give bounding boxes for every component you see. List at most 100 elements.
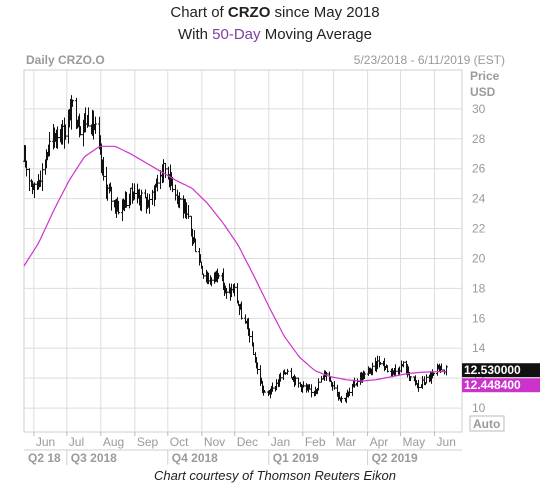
last-price-tag: 12.530000 <box>462 363 540 378</box>
chart-credit: Chart courtesy of Thomson Reuters Eikon <box>153 468 397 483</box>
month-tick-label: Dec <box>237 435 258 449</box>
ohlc-bar <box>379 361 382 366</box>
ohlc-bar <box>317 378 320 391</box>
ohlc-bar <box>71 99 74 107</box>
auto-scale-button[interactable] <box>469 415 505 432</box>
ohlc-bar <box>286 368 289 375</box>
month-tick-label: Aug <box>103 435 124 449</box>
quarter-tick-label: Q4 2018 <box>172 451 218 465</box>
ticker-symbol: CRZO <box>227 4 271 21</box>
ohlc-bar <box>425 374 428 384</box>
price-tick-label: 10 <box>472 401 486 415</box>
ma-period-label: 50-Day <box>212 26 261 43</box>
ohlc-bar <box>33 182 36 198</box>
ohlc-bar <box>125 192 128 208</box>
ohlc-bar <box>202 273 205 279</box>
ohlc-bar <box>356 378 359 387</box>
ohlc-bar <box>171 176 174 193</box>
ohlc-bar <box>233 283 236 297</box>
ma-value-tag: 12.448400 <box>462 378 540 393</box>
month-tick-label: Jan <box>271 435 290 449</box>
price-tick-label: 16 <box>472 311 486 325</box>
month-tick-label: Jun <box>437 435 456 449</box>
ohlc-bar <box>187 204 190 219</box>
quarter-axis: Q2 18 Q3 2018 Q4 2018 Q1 2019 Q2 2019 <box>28 450 418 465</box>
ohlc-bar <box>225 287 228 299</box>
ohlc-bar <box>294 376 297 386</box>
ohlc-bar <box>363 371 366 379</box>
ohlc-bar <box>64 124 67 140</box>
month-tick-label: Jun <box>36 435 55 449</box>
ohlc-bar <box>174 184 177 201</box>
ohlc-bar <box>117 200 120 215</box>
ohlc-bar <box>417 379 420 392</box>
month-tick-label: Feb <box>305 435 326 449</box>
month-tick-label: May <box>403 435 426 449</box>
price-axis-label: Price <box>470 69 500 83</box>
price-tick-label: 14 <box>472 341 486 355</box>
time-axis: Jun Jul Aug Sep Oct Nov Dec Jan Feb Mar Apr May Jun <box>33 432 456 449</box>
ohlc-bar <box>386 365 389 373</box>
ohlc-bar <box>378 355 381 368</box>
ohlc-bar <box>290 367 293 379</box>
moving-average-line <box>23 145 446 382</box>
ohlc-bar <box>394 364 397 376</box>
ohlc-bar <box>41 163 44 191</box>
ohlc-bar <box>371 362 374 376</box>
ohlc-bar <box>271 382 274 392</box>
month-tick-label: Nov <box>204 435 225 449</box>
price-tick-label: 28 <box>472 132 486 146</box>
price-bars <box>23 95 448 404</box>
ohlc-bar <box>248 328 251 343</box>
ohlc-bar <box>445 365 448 376</box>
ohlc-bar <box>432 372 435 377</box>
ohlc-bar <box>256 362 259 375</box>
price-tick-label: 30 <box>472 102 486 116</box>
month-tick-label: Jul <box>69 435 84 449</box>
ohlc-bar <box>179 198 182 200</box>
price-tick-label: 22 <box>472 222 486 236</box>
quarter-tick-label: Q1 2019 <box>273 451 319 465</box>
chart-title-line1: Chart of CRZO since May 2018 <box>170 4 380 21</box>
ohlc-bar <box>302 381 305 388</box>
date-range-label: 5/23/2018 - 6/11/2019 (EST) <box>354 53 505 67</box>
svg-text:12.530000: 12.530000 <box>464 363 521 377</box>
ohlc-bar <box>148 193 151 214</box>
ohlc-bar <box>240 301 243 320</box>
ohlc-bar <box>28 168 31 192</box>
ohlc-bar <box>140 189 143 212</box>
chart-title-line2: With 50-Day Moving Average <box>178 26 372 43</box>
quarter-tick-label: Q2 18 <box>28 451 61 465</box>
currency-axis-label: USD <box>470 85 496 99</box>
ohlc-bar <box>25 160 28 177</box>
ohlc-bar <box>440 363 443 371</box>
series-label: Daily CRZO.O <box>26 53 105 67</box>
plot-frame <box>23 69 463 433</box>
ohlc-bar <box>94 116 97 134</box>
ohlc-bar <box>325 371 328 381</box>
ohlc-bar <box>48 131 51 157</box>
ohlc-bar <box>279 372 282 382</box>
price-chart: Daily CRZO.O 5/23/2018 - 6/11/2019 (EST)… <box>23 53 540 465</box>
ohlc-bar <box>133 183 136 200</box>
ohlc-bar <box>348 387 351 396</box>
ohlc-bar <box>217 273 220 279</box>
ohlc-bar <box>409 376 412 381</box>
quarter-tick-label: Q3 2018 <box>71 451 117 465</box>
grid-lines <box>24 70 462 432</box>
ohlc-bar <box>144 189 147 199</box>
price-tick-label: 24 <box>472 192 486 206</box>
quarter-tick-label: Q2 2019 <box>372 451 418 465</box>
ohlc-bar <box>236 283 239 304</box>
ohlc-bar <box>159 170 162 190</box>
ohlc-bar <box>194 238 197 253</box>
price-tick-label: 20 <box>472 251 486 265</box>
price-tick-label: 26 <box>472 162 486 176</box>
ohlc-bar <box>333 381 336 390</box>
ohlc-bar <box>56 126 59 149</box>
month-tick-label: Oct <box>170 435 189 449</box>
ohlc-bar <box>263 390 266 393</box>
ohlc-bar <box>110 186 113 211</box>
month-tick-label: Mar <box>336 435 357 449</box>
ohlc-bar <box>340 396 343 403</box>
